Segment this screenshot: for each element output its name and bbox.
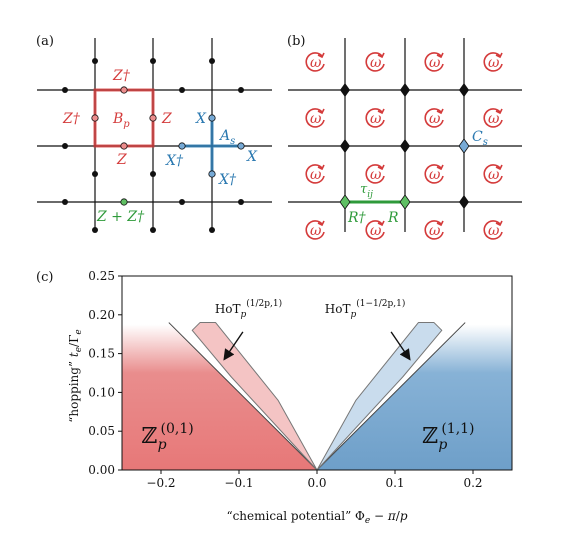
x-dagger-left-label: X† [165, 153, 184, 169]
x-tick-label: 0.0 [307, 476, 326, 490]
tau-label: τij [360, 182, 373, 200]
vertex-diamonds [340, 83, 469, 209]
z-right-label: Z [161, 111, 172, 127]
phase-zp01-label: ℤp(0,1) [142, 421, 194, 453]
x-dagger-bottom-label: X† [218, 172, 237, 188]
y-tick-label: 0.25 [88, 269, 115, 283]
z-dagger-top-label: Z† [112, 68, 131, 84]
omega-vortex: ω [424, 108, 444, 128]
vertex-diamond [400, 139, 410, 153]
as-label: As [218, 128, 235, 147]
y-tick-label: 0.00 [88, 463, 115, 477]
r-dagger-label: R† [347, 210, 367, 226]
y-axis-title: “hopping” te/Γe [67, 329, 84, 423]
y-tick-label: 0.05 [88, 424, 115, 438]
omega-vortex: ω [365, 108, 385, 128]
x-right-label: X [246, 149, 258, 165]
omega-vortex: ω [483, 108, 503, 128]
omega-vortex: ω [305, 220, 325, 240]
omega-vortex: ω [305, 52, 325, 72]
omega-label: ω [370, 111, 382, 127]
phase-boundary-left [168, 322, 318, 471]
omega-label: ω [310, 223, 322, 239]
omega-label: ω [429, 111, 441, 127]
panel-a: (a) Z† Z† Bp Z Z [36, 34, 272, 233]
vertex-diamond [459, 195, 469, 209]
phase-zp11-label: ℤp(1,1) [422, 421, 474, 453]
omega-label: ω [488, 167, 500, 183]
panel-a-label: (a) [36, 34, 54, 49]
omega-vortex: ω [424, 52, 444, 72]
omega-label: ω [488, 111, 500, 127]
omega-label: ω [429, 167, 441, 183]
omega-label: ω [429, 55, 441, 71]
cs-diamond [458, 138, 470, 154]
omega-vortex: ω [483, 164, 503, 184]
plaquette-sites [91, 86, 157, 150]
hot-right-arrow [390, 331, 411, 361]
x-tick-label: −0.2 [146, 476, 175, 490]
z-plus-zdagger-label: Z + Z† [96, 209, 145, 225]
panel-c-label: (c) [36, 270, 53, 285]
hot-left-arrow [223, 331, 244, 361]
vertex-diamond [340, 139, 350, 153]
panel-c: (c) ℤp(0,1) ℤp(1,1) HoTp(1/2p,1) HoTp(1−1/2… [36, 269, 513, 526]
omega-vortex: ω [424, 220, 444, 240]
hot-right-label: HoTp(1−1/2p,1) [325, 298, 406, 320]
omega-vortex: ω [483, 220, 503, 240]
omega-label: ω [488, 55, 500, 71]
phase-boundary-right [316, 322, 466, 471]
y-tick-label: 0.15 [88, 347, 115, 361]
omega-vortex: ω [305, 164, 325, 184]
x-tick-label: 0.1 [385, 476, 404, 490]
star-as [182, 118, 241, 174]
y-tick-label: 0.20 [88, 308, 115, 322]
omega-vortex: ω [424, 164, 444, 184]
omega-label: ω [488, 223, 500, 239]
omega-label: ω [370, 223, 382, 239]
r-diamond [399, 194, 411, 210]
omega-label: ω [370, 167, 382, 183]
x-tick-label: 0.2 [463, 476, 482, 490]
omega-label: ω [370, 55, 382, 71]
cs-label: Cs [472, 129, 488, 148]
green-site [120, 198, 128, 206]
phase-diagram: ℤp(0,1) ℤp(1,1) HoTp(1/2p,1) HoTp(1−1/2p,1)… [88, 269, 513, 490]
panel-b-label: (b) [287, 34, 305, 49]
x-top-label: X [195, 111, 207, 127]
omega-vortex: ω [365, 220, 385, 240]
vertex-diamond [459, 83, 469, 97]
r-label: R [387, 210, 399, 226]
y-tick-label: 0.10 [88, 385, 115, 399]
omega-vortex: ω [365, 164, 385, 184]
vertex-diamond [400, 83, 410, 97]
panel-b: (b) ω ω ω ω ω ω ω ω ω ω ω ω ω ω ω ω τij R† R Cs [287, 34, 522, 240]
omega-vortex: ω [365, 52, 385, 72]
bp-label: Bp [112, 111, 130, 130]
x-tick-label: −0.1 [224, 476, 253, 490]
omega-label: ω [310, 167, 322, 183]
omega-label: ω [310, 111, 322, 127]
hot-left-label: HoTp(1/2p,1) [215, 298, 282, 320]
z-bottom-label: Z [116, 152, 127, 168]
z-dagger-left-label: Z† [62, 111, 81, 127]
vertex-diamond [340, 83, 350, 97]
omega-label: ω [310, 55, 322, 71]
omega-vortex: ω [483, 52, 503, 72]
star-sites [178, 114, 245, 178]
omega-vortices: ω ω ω ω ω ω ω ω ω ω ω ω ω ω ω ω [305, 52, 503, 240]
omega-vortex: ω [305, 108, 325, 128]
r-dagger-diamond [339, 194, 351, 210]
omega-label: ω [429, 223, 441, 239]
plaquette-bp [93, 88, 155, 148]
x-axis-title: “chemical potential” Φe − π/p [226, 509, 407, 526]
